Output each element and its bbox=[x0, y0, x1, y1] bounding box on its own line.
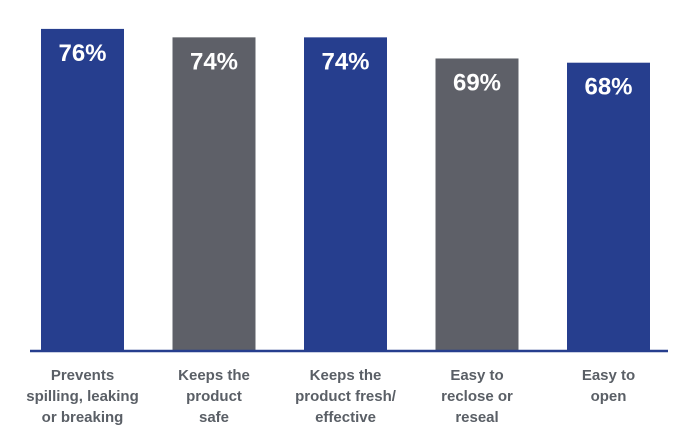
category-label-4: Easy to reclose or reseal bbox=[441, 367, 513, 426]
category-label-line: reseal bbox=[455, 409, 498, 426]
value-labels-group: 76% 74% 74% 69% 68% bbox=[58, 40, 632, 101]
category-label-line: product bbox=[186, 388, 242, 405]
category-label-line: Keeps the bbox=[178, 367, 250, 384]
category-label-line: spilling, leaking bbox=[26, 388, 139, 405]
category-label-line: Prevents bbox=[51, 367, 114, 384]
bar-3 bbox=[304, 37, 387, 350]
category-label-line: reclose or bbox=[441, 388, 513, 405]
category-label-line: or breaking bbox=[42, 409, 124, 426]
category-label-line: safe bbox=[199, 409, 229, 426]
category-label-1: Prevents spilling, leaking or breaking bbox=[26, 367, 139, 426]
bars-group bbox=[41, 28, 650, 351]
category-label-5: Easy to open bbox=[582, 367, 635, 405]
category-label-line: Easy to bbox=[450, 367, 503, 384]
bar-5 bbox=[567, 62, 650, 350]
category-labels-group: Prevents spilling, leaking or breaking Keep… bbox=[26, 367, 635, 426]
category-label-line: Easy to bbox=[582, 367, 635, 384]
category-label-2: Keeps the product safe bbox=[178, 367, 250, 426]
category-label-line: effective bbox=[315, 409, 376, 426]
category-label-line: product fresh/ bbox=[295, 388, 397, 405]
category-label-line: Keeps the bbox=[310, 367, 382, 384]
category-label-3: Keeps the product fresh/effective bbox=[295, 367, 397, 426]
category-label-line: open bbox=[591, 388, 627, 405]
value-label-1: 76% bbox=[58, 40, 106, 67]
value-label-3: 74% bbox=[321, 48, 369, 75]
bar-1 bbox=[41, 28, 124, 351]
bar-4 bbox=[435, 58, 519, 350]
value-label-5: 68% bbox=[584, 74, 632, 101]
bar-2 bbox=[172, 37, 256, 350]
value-label-4: 69% bbox=[453, 69, 501, 96]
value-label-2: 74% bbox=[190, 48, 238, 75]
